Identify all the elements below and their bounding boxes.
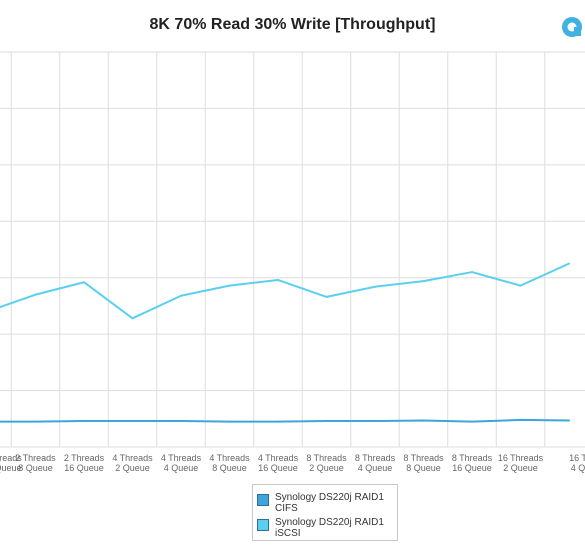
data-point — [471, 420, 473, 423]
legend-swatch-cifs — [257, 494, 269, 506]
x-tick-label: 4 Threads — [209, 453, 250, 463]
x-tick-label: 4 Threads — [112, 453, 153, 463]
x-tick-label: 16 Queue — [452, 463, 492, 473]
x-tick-label: 2 Queue — [309, 463, 344, 473]
x-tick-label: 8 Queue — [212, 463, 247, 473]
data-point — [519, 284, 522, 287]
data-point — [180, 294, 182, 297]
data-point — [519, 418, 522, 421]
x-tick-label: hreads — [0, 453, 22, 463]
data-point — [83, 420, 85, 423]
data-point — [568, 419, 570, 422]
data-point — [131, 420, 134, 423]
x-tick-label: 16 Queue — [64, 463, 104, 473]
data-point — [34, 293, 37, 296]
data-point — [277, 278, 279, 281]
x-tick-label: 2 Queue — [503, 463, 538, 473]
data-point — [422, 419, 425, 422]
x-tick-label: 4 Queue — [358, 463, 393, 473]
chart-grid — [0, 51, 585, 448]
x-tick-label: 4 Q — [571, 463, 585, 473]
x-tick-label: 8 Threads — [306, 453, 347, 463]
data-point — [34, 420, 37, 423]
series-line-iscsi[interactable] — [0, 262, 570, 320]
legend-item-iscsi[interactable]: Synology DS220j RAID1 iSCSI — [257, 517, 384, 539]
x-tick-label: 2 Queue — [115, 463, 150, 473]
data-point — [83, 281, 85, 284]
legend-label-cifs: Synology DS220j RAID1 CIFS — [275, 492, 384, 514]
x-tick-label: 4 Threads — [161, 453, 202, 463]
chart-legend: Synology DS220j RAID1 CIFS Synology DS22… — [252, 484, 398, 541]
x-tick-label: 16 T — [569, 453, 585, 463]
legend-swatch-iscsi — [257, 519, 269, 531]
series-line-cifs[interactable] — [0, 418, 570, 423]
data-point — [131, 317, 134, 320]
x-tick-label: 8 Queue — [18, 463, 53, 473]
chart-series — [0, 262, 570, 423]
data-point — [325, 420, 328, 423]
x-tick-label: 4 Queue — [164, 463, 199, 473]
data-point — [422, 280, 425, 283]
x-tick-label: 8 Queue — [406, 463, 441, 473]
data-point — [277, 420, 279, 423]
x-tick-label: 2 Threads — [64, 453, 105, 463]
x-tick-label: 8 Threads — [452, 453, 493, 463]
data-point — [228, 284, 231, 287]
data-point — [325, 295, 328, 298]
x-tick-label: 8 Threads — [355, 453, 396, 463]
legend-label-iscsi: Synology DS220j RAID1 iSCSI — [275, 517, 384, 539]
brand-logo-icon — [562, 17, 582, 37]
data-point — [374, 420, 376, 423]
x-tick-label: Queue — [0, 463, 22, 473]
x-tick-label: 8 Threads — [403, 453, 444, 463]
data-point — [568, 262, 570, 265]
data-point — [228, 420, 231, 423]
chart-title: 8K 70% Read 30% Write [Throughput] — [149, 16, 436, 33]
x-tick-label: 2 Threads — [15, 453, 56, 463]
x-tick-label: 16 Queue — [258, 463, 298, 473]
data-point — [471, 271, 473, 274]
data-point — [180, 420, 182, 423]
legend-item-cifs[interactable]: Synology DS220j RAID1 CIFS — [257, 492, 384, 514]
data-point — [374, 285, 376, 288]
x-tick-label: 4 Threads — [258, 453, 299, 463]
x-tick-label: 16 Threads — [498, 453, 544, 463]
